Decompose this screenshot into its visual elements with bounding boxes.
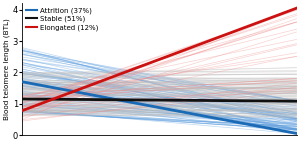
- Y-axis label: Blood telomere length (BTL): Blood telomere length (BTL): [4, 18, 10, 120]
- Legend: Attrition (37%), Stable (51%), Elongated (12%): Attrition (37%), Stable (51%), Elongated…: [26, 7, 99, 31]
